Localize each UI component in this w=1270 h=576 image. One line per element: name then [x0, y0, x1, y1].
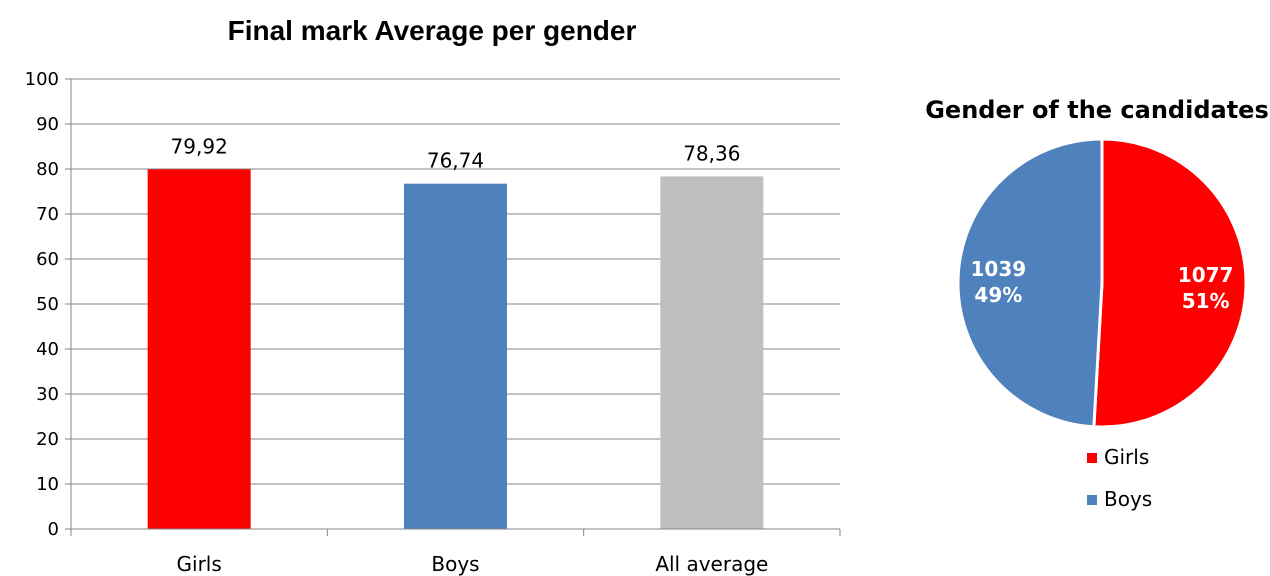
y-tick-label: 40	[36, 339, 59, 360]
bar-chart: Final mark Average per gender 0 10 20 30 40 5…	[25, 15, 841, 576]
bar-chart-category-labels: Girls Boys All average	[177, 552, 769, 576]
bar-data-label: 76,74	[427, 149, 484, 173]
y-tick-label: 30	[36, 384, 59, 405]
bar	[660, 176, 764, 529]
y-tick-label: 80	[36, 159, 59, 180]
pie-chart: Gender of the candidates 107751%103949% …	[925, 96, 1269, 511]
bar	[147, 169, 251, 530]
y-tick-label: 0	[48, 519, 59, 540]
bar-chart-bars	[147, 169, 764, 530]
bar-chart-title: Final mark Average per gender	[228, 15, 637, 46]
pie-percent-label: 49%	[974, 283, 1022, 307]
bar	[404, 183, 507, 530]
pie-slice	[956, 137, 1104, 429]
y-tick-label: 70	[36, 204, 59, 225]
bar-chart-y-tick-labels: 0 10 20 30 40 50 60 70 80 90 100	[25, 69, 59, 540]
x-category-label: Boys	[431, 552, 479, 576]
legend-swatch	[1087, 495, 1097, 505]
pie-percent-label: 51%	[1182, 289, 1230, 313]
y-tick-label: 20	[36, 429, 59, 450]
y-tick-label: 90	[36, 114, 59, 135]
bar-data-label: 79,92	[171, 134, 228, 158]
legend-swatch	[1087, 453, 1097, 463]
pie-chart-slices	[956, 137, 1248, 429]
x-category-label: Girls	[177, 552, 222, 576]
pie-slice	[1092, 137, 1248, 429]
pie-value-label: 1039	[971, 257, 1027, 281]
pie-chart-title: Gender of the candidates	[925, 96, 1269, 124]
bar-chart-data-labels: 79,92 76,74 78,36	[171, 134, 741, 172]
bar-data-label: 78,36	[683, 141, 740, 165]
x-category-label: All average	[655, 552, 768, 576]
legend-label: Boys	[1104, 487, 1152, 511]
y-tick-label: 50	[36, 294, 59, 315]
pie-value-label: 1077	[1178, 263, 1234, 287]
pie-chart-legend: Girls Boys	[1087, 445, 1152, 511]
y-tick-label: 100	[25, 69, 59, 90]
y-tick-label: 10	[36, 474, 59, 495]
y-tick-label: 60	[36, 249, 59, 270]
legend-label: Girls	[1104, 445, 1149, 469]
bar-chart-axes	[70, 79, 841, 536]
